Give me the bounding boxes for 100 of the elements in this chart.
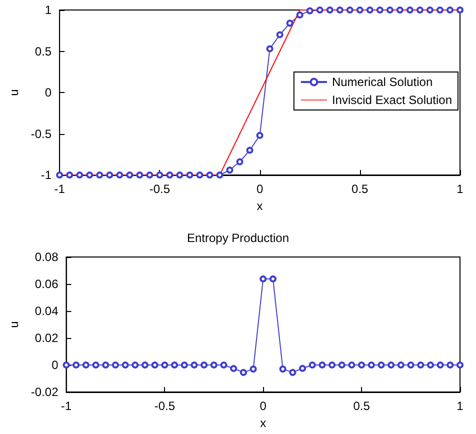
x-tick-label: 0 bbox=[260, 399, 267, 413]
point bbox=[156, 172, 164, 178]
point bbox=[426, 6, 434, 14]
x-tick-label: 0.5 bbox=[352, 182, 369, 196]
point bbox=[276, 31, 284, 38]
x-tick-label: 0.5 bbox=[353, 399, 370, 413]
point bbox=[286, 20, 294, 27]
point bbox=[206, 172, 214, 178]
point bbox=[72, 362, 80, 368]
point bbox=[346, 6, 354, 14]
point bbox=[180, 362, 188, 368]
point bbox=[446, 6, 454, 14]
point bbox=[260, 275, 267, 282]
point bbox=[417, 362, 424, 368]
point bbox=[62, 362, 70, 368]
point bbox=[436, 362, 444, 368]
point bbox=[142, 362, 148, 368]
y-tick-label: 0.02 bbox=[34, 331, 59, 345]
point bbox=[210, 362, 218, 368]
y-tick-label: -1 bbox=[40, 168, 52, 182]
y-tick-label: -0.5 bbox=[30, 126, 52, 141]
point bbox=[102, 362, 110, 368]
point bbox=[456, 6, 464, 14]
x-tick-label: 1 bbox=[456, 182, 464, 196]
chart-title: Entropy Production bbox=[186, 231, 290, 245]
point bbox=[279, 366, 286, 373]
point bbox=[299, 364, 306, 372]
legend-label: Numerical Solution bbox=[332, 75, 433, 89]
point bbox=[336, 6, 344, 14]
point bbox=[220, 362, 228, 368]
y-axis-title: u bbox=[7, 321, 21, 328]
point bbox=[151, 362, 158, 368]
point bbox=[386, 6, 394, 14]
point bbox=[326, 6, 334, 14]
point bbox=[308, 362, 316, 368]
point bbox=[396, 6, 404, 14]
point bbox=[161, 362, 168, 368]
point bbox=[96, 172, 104, 178]
point bbox=[338, 362, 346, 368]
point bbox=[358, 362, 366, 368]
y-tick-label: 0 bbox=[44, 86, 52, 100]
point bbox=[176, 172, 184, 178]
y-tick-label: 0.5 bbox=[34, 44, 52, 58]
point bbox=[348, 362, 356, 368]
point bbox=[166, 172, 174, 178]
x-axis-title: x bbox=[260, 416, 266, 430]
point bbox=[236, 158, 244, 166]
point bbox=[240, 368, 247, 376]
point bbox=[246, 146, 254, 154]
point bbox=[269, 275, 276, 282]
y-tick-label: 0.06 bbox=[34, 277, 59, 291]
y-tick-label: 0.08 bbox=[34, 250, 59, 264]
point bbox=[368, 362, 375, 368]
y-tick-label: 0 bbox=[52, 358, 59, 372]
y-tick-label: 0.04 bbox=[34, 304, 59, 318]
point bbox=[112, 362, 119, 368]
point bbox=[266, 45, 274, 52]
point bbox=[136, 172, 144, 178]
point bbox=[200, 362, 208, 368]
point bbox=[306, 7, 314, 14]
point bbox=[436, 6, 444, 14]
legend-label: Inviscid Exact Solution bbox=[332, 93, 452, 107]
point bbox=[171, 362, 178, 368]
point bbox=[82, 362, 90, 368]
point bbox=[146, 172, 154, 178]
point bbox=[397, 362, 404, 368]
point bbox=[76, 172, 84, 178]
point bbox=[296, 11, 304, 18]
point bbox=[316, 6, 324, 14]
point bbox=[66, 172, 74, 178]
point bbox=[92, 362, 100, 368]
point bbox=[196, 172, 204, 178]
y-tick-label: -0.02 bbox=[30, 385, 59, 399]
y-tick-label: 1 bbox=[44, 3, 52, 17]
point bbox=[106, 172, 114, 178]
point bbox=[289, 368, 296, 376]
point bbox=[376, 6, 384, 14]
point bbox=[456, 362, 464, 368]
x-tick-label: 1 bbox=[456, 399, 464, 413]
point bbox=[407, 362, 414, 368]
point bbox=[378, 362, 385, 368]
point bbox=[388, 362, 395, 368]
point bbox=[230, 365, 238, 372]
point bbox=[256, 132, 264, 139]
point bbox=[318, 362, 326, 368]
point bbox=[190, 362, 198, 368]
point bbox=[56, 172, 64, 178]
x-tick-label: -0.5 bbox=[149, 182, 170, 196]
point bbox=[132, 362, 139, 368]
x-tick-label: -1 bbox=[60, 399, 72, 413]
point bbox=[126, 172, 134, 178]
x-axis-title: x bbox=[256, 198, 263, 213]
point bbox=[416, 6, 424, 14]
point bbox=[122, 362, 129, 368]
x-tick-label: -0.5 bbox=[154, 399, 176, 413]
point bbox=[426, 362, 434, 368]
point bbox=[86, 172, 94, 178]
point bbox=[366, 6, 374, 14]
point bbox=[116, 172, 124, 178]
point bbox=[216, 172, 224, 178]
